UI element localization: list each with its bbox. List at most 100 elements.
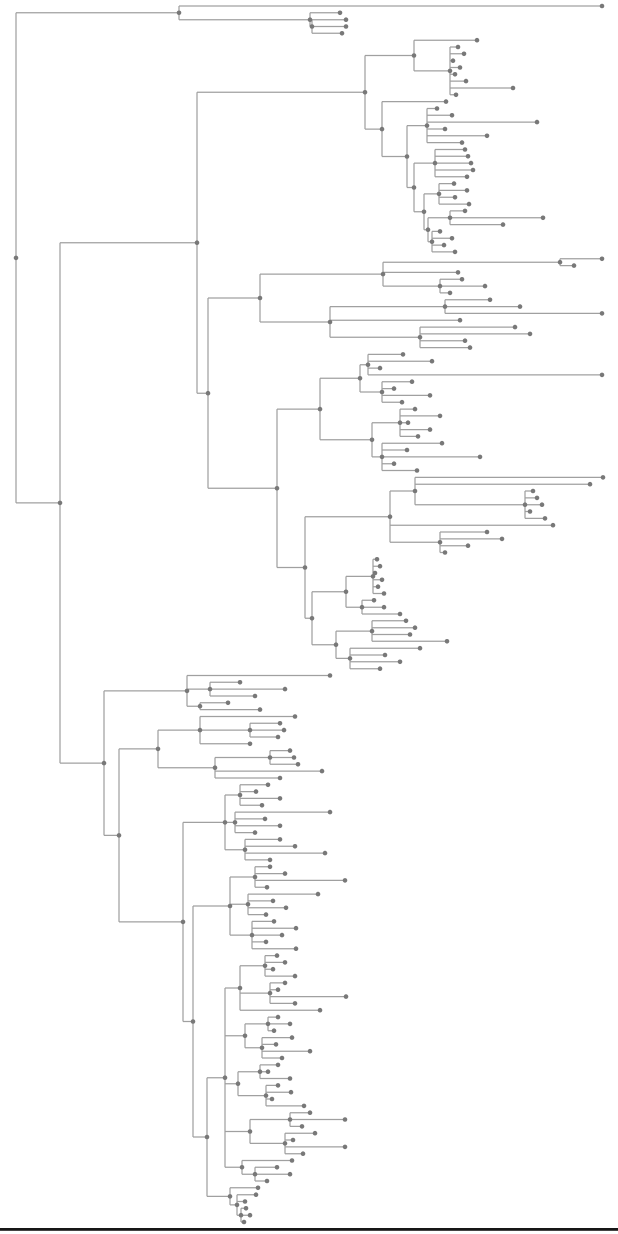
tree-node-dot <box>197 703 203 709</box>
bottom-axis-line <box>0 1228 618 1231</box>
tree-node-dot <box>407 632 413 637</box>
tree-node-dot <box>287 1117 293 1122</box>
tree-node-dot <box>282 960 288 965</box>
tree-node-dot <box>342 878 348 883</box>
tree-node-dot <box>180 919 186 925</box>
tree-node-dot <box>342 1144 348 1150</box>
tree-node-dot <box>451 181 457 186</box>
tree-node-dot <box>534 495 540 501</box>
tree-node-dot <box>437 283 443 289</box>
tree-node-dot <box>271 919 277 924</box>
tree-node-dot <box>380 271 386 277</box>
tree-node-dot <box>414 468 420 473</box>
tree-node-dot <box>116 833 122 838</box>
tree-node-dot <box>317 406 323 412</box>
tree-node-dot <box>275 1062 281 1068</box>
tree-node-dot <box>227 1194 233 1199</box>
tree-node-dot <box>327 809 333 815</box>
tree-node-dot <box>453 92 459 98</box>
tree-node-dot <box>427 427 433 432</box>
tree-node-dot <box>449 236 455 241</box>
tree-node-dot <box>194 240 200 245</box>
tree-node-dot <box>295 762 301 767</box>
tree-node-dot <box>275 1083 281 1088</box>
tree-node-dot <box>290 1137 296 1143</box>
tree-node-dot <box>222 1075 228 1080</box>
tree-node-dot <box>534 119 540 125</box>
tree-node-dot <box>437 229 443 234</box>
tree-node-dot <box>176 10 182 16</box>
tree-node-dot <box>267 990 273 996</box>
tree-node-dot <box>292 973 298 979</box>
tree-node-dot <box>600 475 606 480</box>
tree-node-dot <box>459 140 465 145</box>
tree-node-dot <box>527 331 533 337</box>
tree-node-dot <box>542 516 548 521</box>
tree-node-dot <box>432 160 438 166</box>
tree-node-dot <box>415 434 421 439</box>
tree-node-dot <box>292 1001 298 1006</box>
tree-node-dot <box>263 912 269 917</box>
tree-node-dot <box>252 1171 258 1177</box>
tree-node-dot <box>101 760 107 766</box>
tree-node-dot <box>365 362 371 368</box>
tree-node-dot <box>287 1171 293 1177</box>
tree-node-dot <box>484 133 490 139</box>
tree-branch-lines <box>15 5 603 1223</box>
tree-node-dot <box>265 1021 271 1027</box>
tree-node-dot <box>343 589 349 595</box>
tree-node-dot <box>238 1212 244 1218</box>
tree-node-dot <box>237 985 243 991</box>
tree-node-dot <box>372 570 378 576</box>
tree-node-dot <box>484 529 490 535</box>
tree-node-dot <box>379 454 385 460</box>
tree-node-dot <box>381 591 387 596</box>
tree-node-dot <box>307 1048 313 1054</box>
tree-node-dot <box>527 509 533 514</box>
tree-node-dot <box>347 656 353 661</box>
tree-node-dot <box>277 823 283 829</box>
tree-node-dot <box>462 208 468 214</box>
tree-node-dot <box>252 830 258 835</box>
tree-node-dot <box>299 1124 305 1129</box>
tree-node-dot <box>443 99 449 104</box>
tree-node-dot <box>241 1219 247 1225</box>
tree-node-dot <box>155 746 161 752</box>
tree-node-dot <box>382 652 388 658</box>
tree-node-dot <box>449 113 455 118</box>
tree-node-dot <box>249 932 255 938</box>
tree-node-dot <box>405 420 411 426</box>
tree-node-dot <box>539 502 545 508</box>
tree-node-dot <box>242 1033 248 1039</box>
tree-node-dot <box>417 335 423 340</box>
tree-node-dot <box>477 454 483 460</box>
tree-node-dot <box>247 727 253 733</box>
tree-node-dot <box>289 1035 295 1040</box>
tree-node-dot <box>411 53 417 58</box>
tree-node-dot <box>437 540 443 545</box>
tree-node-dot <box>255 1185 261 1191</box>
tree-node-dot <box>452 249 458 255</box>
tree-node-dot <box>400 352 406 357</box>
tree-node-dot <box>379 126 385 132</box>
tree-node-dot <box>242 847 248 852</box>
tree-node-dot <box>436 191 442 197</box>
tree-node-dot <box>264 885 270 890</box>
tree-node-dot <box>212 765 218 770</box>
tree-node-dot <box>447 68 453 74</box>
tree-node-dot <box>517 304 523 309</box>
tree-node-dot <box>474 37 480 43</box>
tree-node-dot <box>234 1202 240 1208</box>
tree-node-dot <box>253 1192 259 1197</box>
tree-node-dot <box>441 242 447 248</box>
tree-node-dot <box>461 51 467 57</box>
tree-node-dot <box>275 734 281 740</box>
tree-node-dot <box>279 932 285 938</box>
tree-node-dot <box>447 215 453 221</box>
tree-node-dot <box>263 1093 269 1098</box>
tree-node-dot <box>377 563 383 569</box>
tree-node-dot <box>371 598 377 603</box>
tree-node-dot <box>599 256 605 262</box>
tree-node-dot <box>412 625 418 630</box>
